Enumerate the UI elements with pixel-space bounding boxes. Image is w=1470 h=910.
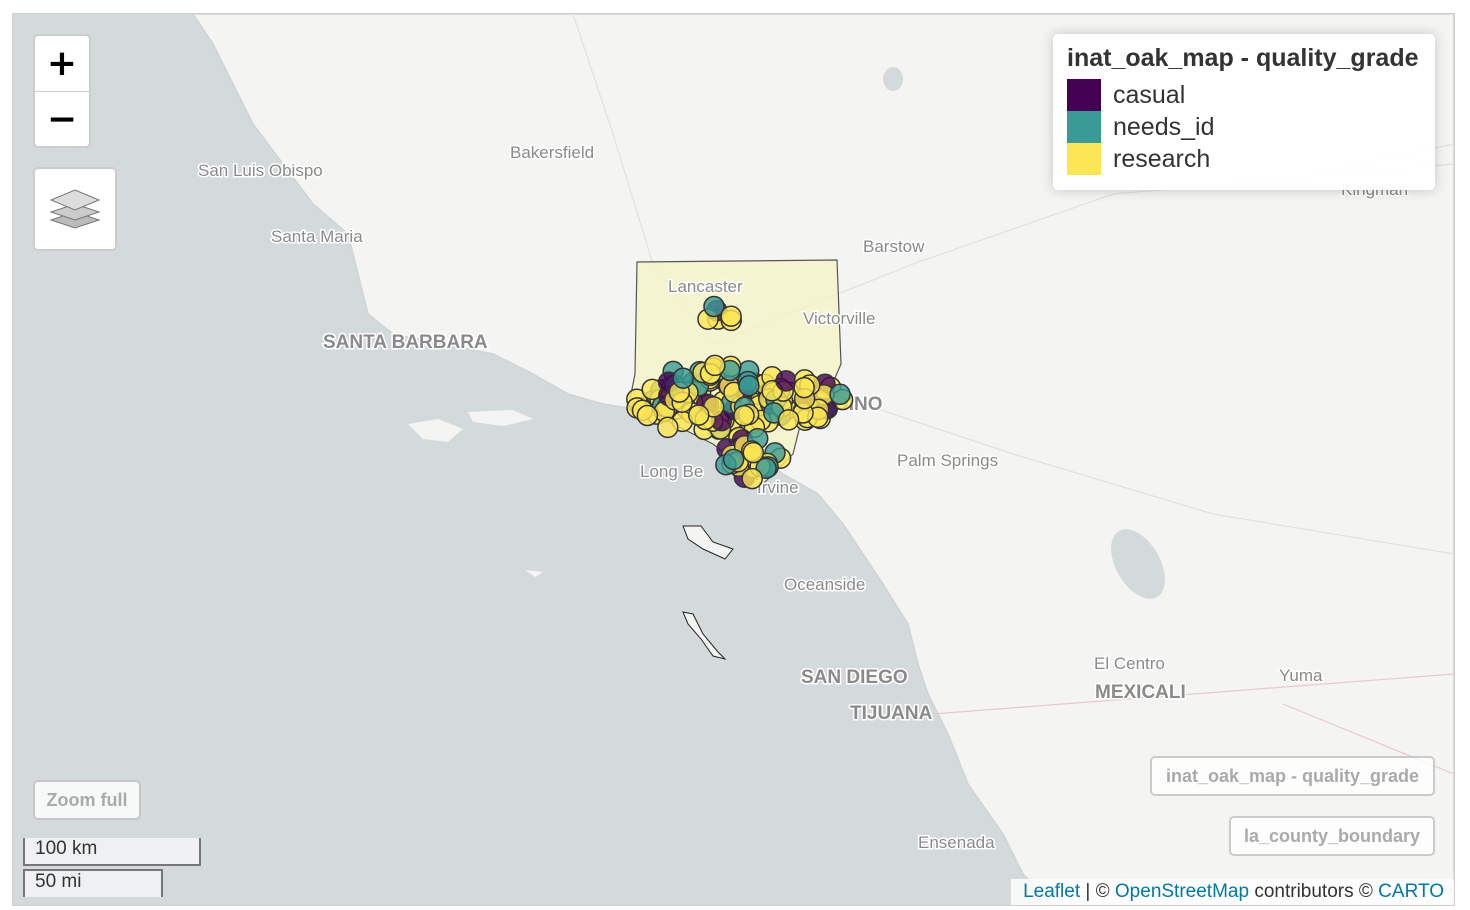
scale-bar-km: 100 km [23,838,201,866]
legend-label: research [1113,144,1211,173]
place-label: Yuma [1279,666,1323,685]
place-label: SANTA BARBARA [323,332,488,353]
observation-point[interactable] [777,409,800,431]
island [682,525,734,560]
layer-button-la-county-boundary[interactable]: la_county_boundary [1229,816,1435,856]
attribution-copy: © [1358,881,1373,902]
observation-point[interactable] [657,416,679,439]
island [408,419,463,442]
place-label: El Centro [1094,654,1165,673]
place-label: Oceanside [784,575,865,594]
carto-link[interactable]: CARTO [1378,881,1444,902]
place-label: TIJUANA [850,703,933,724]
observation-point[interactable] [703,295,725,318]
island [468,410,533,426]
observation-point[interactable] [829,383,851,406]
observation-point[interactable] [738,374,760,397]
place-label: Barstow [863,237,925,256]
legend-item-research: research [1067,143,1421,175]
legend-label: needs_id [1113,112,1215,141]
observation-point[interactable] [687,404,710,426]
zoom-in-button[interactable]: + [35,36,89,92]
legend-label: casual [1113,80,1186,109]
island [682,611,727,660]
attribution-copy: © [1095,881,1110,902]
legend-title: inat_oak_map - quality_grade [1067,44,1419,72]
zoom-out-button[interactable]: − [46,99,78,140]
observation-point[interactable] [672,367,694,389]
observation-point[interactable] [793,376,815,399]
zoom-control: + − [33,34,91,148]
layer-button-inat-oak-map[interactable]: inat_oak_map - quality_grade [1150,756,1435,796]
attribution-sep: | [1085,881,1091,902]
lake [1111,529,1165,599]
place-label: Palm Springs [897,451,998,470]
map-frame[interactable]: San Luis Obispo Bakersfield Santa Maria Bar… [12,13,1455,906]
place-label: Long Be [640,462,703,481]
legend-swatch-needs-id [1067,111,1101,143]
place-label: Victorville [803,309,875,328]
legend-item-needs-id: needs_id [1067,111,1421,143]
observation-point[interactable] [741,467,763,490]
osm-link[interactable]: OpenStreetMap [1114,881,1250,902]
place-label: SAN DIEGO [801,667,908,688]
scale-bar-mi: 50 mi [23,869,163,897]
observation-point[interactable] [742,441,765,464]
legend: inat_oak_map - quality_grade casual need… [1053,34,1435,190]
place-label: Santa Maria [271,227,363,246]
layers-icon [49,189,101,229]
place-label: Bakersfield [510,143,594,162]
observation-point[interactable] [775,370,797,392]
place-label: Lancaster [668,277,743,296]
place-label: Ensenada [918,833,995,852]
observation-point[interactable] [722,448,745,471]
place-label: Irvine [757,478,799,497]
observation-point[interactable] [636,404,659,427]
island [525,570,543,577]
observation-point[interactable] [733,404,755,427]
place-label: San Luis Obispo [198,161,323,180]
leaflet-link[interactable]: Leaflet [1023,881,1081,902]
lake [883,67,903,91]
layers-button[interactable] [33,167,117,251]
legend-swatch-casual [1067,79,1101,111]
attribution-contributors: contributors [1254,881,1354,902]
legend-item-casual: casual [1067,79,1421,111]
observation-point[interactable] [704,354,726,377]
legend-swatch-research [1067,143,1101,175]
basemap[interactable]: San Luis Obispo Bakersfield Santa Maria Bar… [13,14,1454,905]
zoom-full-button[interactable]: Zoom full [33,780,141,820]
attribution: Leaflet | © OpenStreetMap contributors ©… [1011,879,1454,905]
observation-point[interactable] [720,305,742,327]
place-label: MEXICALI [1095,682,1186,703]
